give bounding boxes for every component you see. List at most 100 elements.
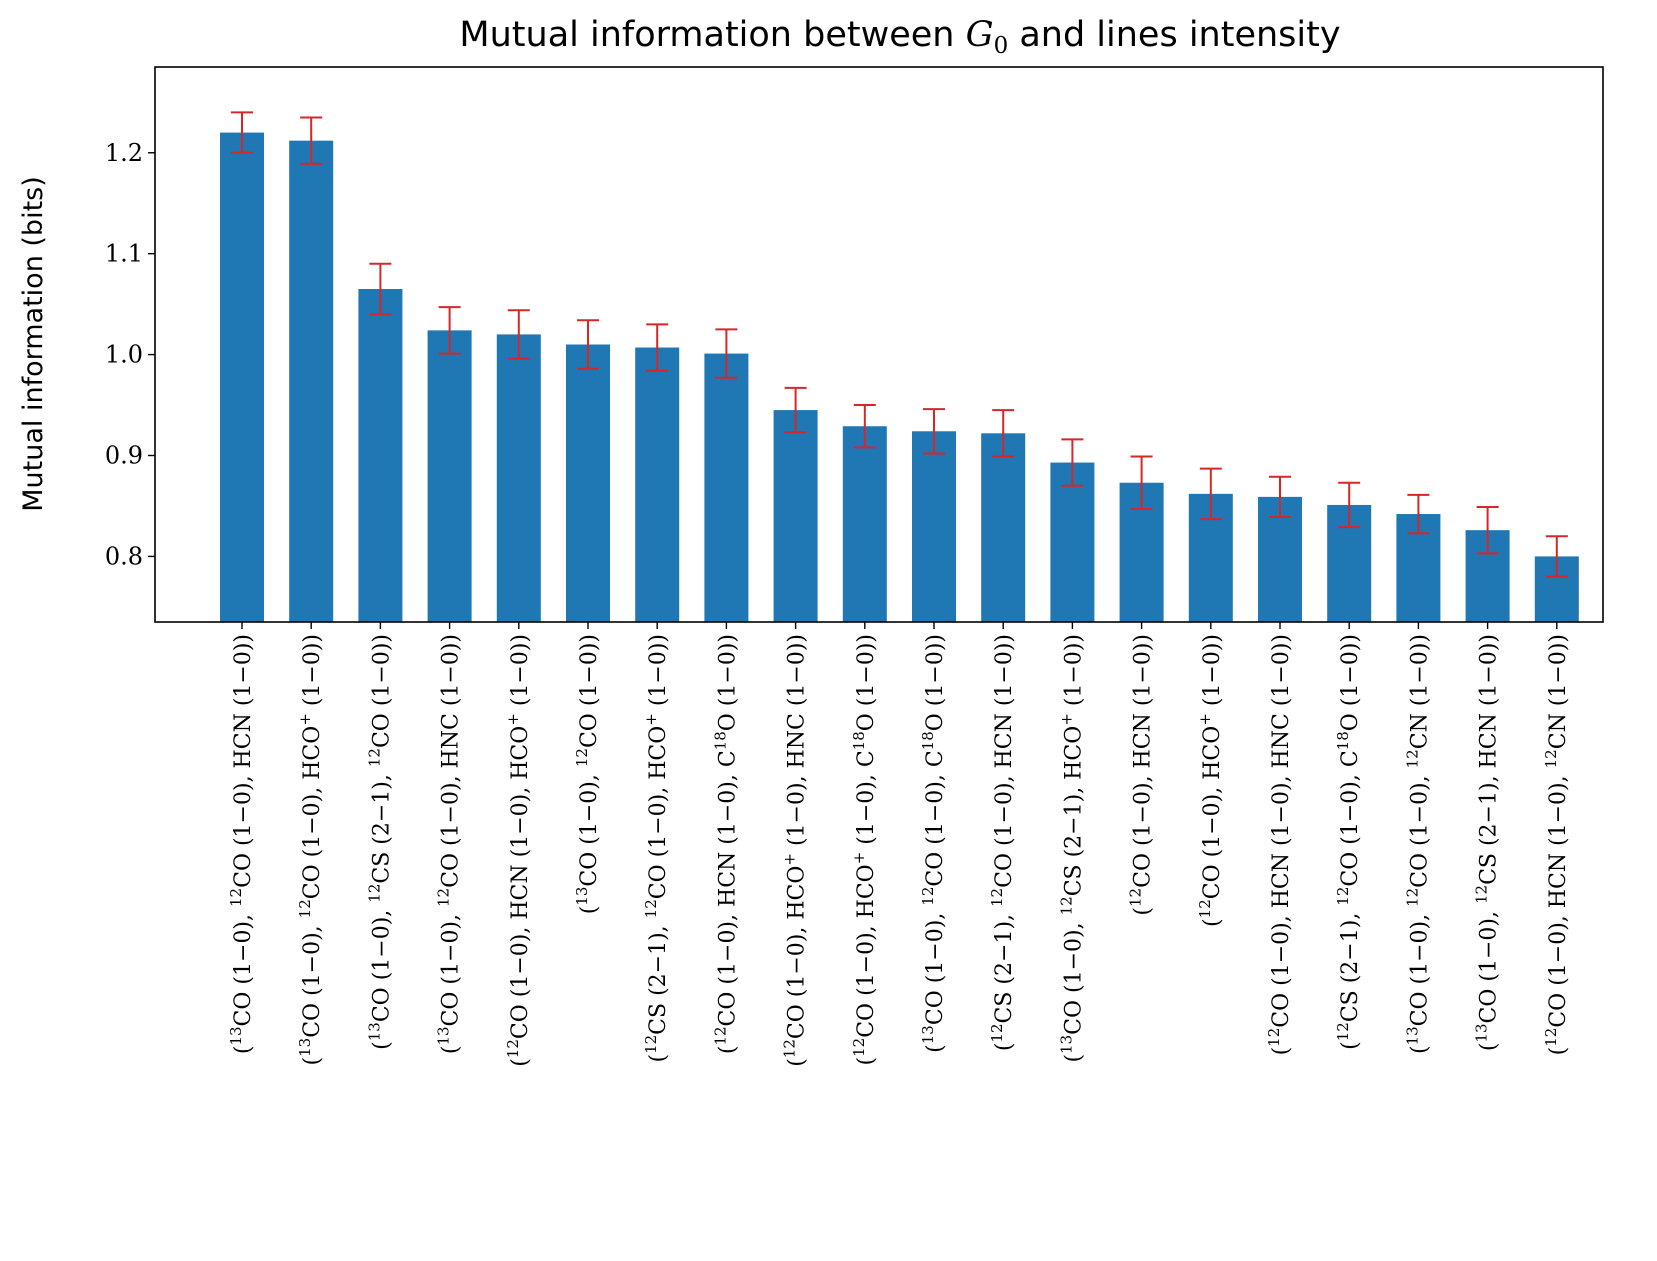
- bar: [1050, 462, 1095, 622]
- x-tick-label: (12CO (1−0), HCO+ (1−0)): [1196, 634, 1225, 927]
- x-tick-label: (12CO (1−0), HCO+ (1−0), HNC (1−0)): [781, 634, 810, 1067]
- x-tick-label: (13CO (1−0), 12CO (1−0)): [573, 634, 602, 914]
- x-tick-label-sup: 12: [1334, 887, 1352, 906]
- chart-title-var: G: [966, 15, 994, 55]
- x-tick-label-text: (1−0)): [1061, 634, 1086, 713]
- chart-title-pre: Mutual information between: [459, 15, 965, 55]
- x-tick-label-text: CO (1−0)): [369, 634, 394, 748]
- x-tick-label-sup: 12: [504, 1039, 522, 1058]
- x-tick-label-text: (: [1269, 1047, 1294, 1056]
- x-tick-label-sup: 13: [365, 1022, 383, 1041]
- error-bar: [923, 408, 945, 455]
- x-tick-label: (13CO (1−0), 12CS (2−1), HCN (1−0)): [1473, 634, 1502, 1051]
- y-tick-label: 0.8: [105, 542, 143, 570]
- x-tick-label-sup: 12: [1265, 1028, 1283, 1047]
- x-tick-label-text: O (1−0)): [715, 634, 740, 731]
- x-tick-label-text: CO (1−0),: [1477, 904, 1502, 1023]
- x-tick-label-sup: 12: [988, 1023, 1006, 1042]
- x-tick-label-text: (: [1407, 1045, 1432, 1054]
- x-tick-label-text: (: [785, 1058, 810, 1067]
- x-tick-label-text: CO (1−0), C: [1338, 750, 1363, 886]
- x-tick-label-text: (: [577, 906, 602, 915]
- x-tick-label-text: CS (2−1),: [992, 907, 1017, 1023]
- error-bar: [1338, 481, 1361, 529]
- x-tick-label-sup: 12: [1127, 888, 1145, 907]
- bar: [635, 347, 680, 622]
- x-tick-label-text: (: [508, 1058, 533, 1067]
- x-tick-label-text: CN (1−0)): [1546, 634, 1571, 749]
- error-bar: [646, 323, 669, 372]
- x-tick-label-text: CS (2−1),: [1338, 906, 1363, 1022]
- x-tick-label-sup: 13: [1403, 1026, 1421, 1045]
- x-tick-label-sup: 12: [1057, 896, 1075, 915]
- x-tick-label-text: O (1−0)): [854, 634, 879, 731]
- chart-title: Mutual information between G0 and lines …: [459, 15, 1340, 59]
- x-tick-label-text: (: [854, 1057, 879, 1066]
- x-tick-label-sup: 12: [573, 748, 591, 767]
- error-bar: [1545, 535, 1568, 578]
- error-bar: [715, 328, 738, 379]
- x-tick-label: (13CO (1−0), 12CO (1−0), HCN (1−0)): [227, 634, 256, 1054]
- x-tick-label: (12CO (1−0), HCN (1−0), 12CN (1−0)): [1542, 634, 1571, 1055]
- x-tick-label: (13CO (1−0), 12CS (2−1), 12CO (1−0)): [365, 634, 394, 1050]
- x-tick-label-sup: 12: [227, 888, 245, 907]
- x-tick-label-sup: 12: [1334, 1022, 1352, 1041]
- x-tick-label-text: CS (2−1),: [646, 918, 671, 1034]
- x-tick-label-text: CO (1−0),: [1407, 768, 1432, 887]
- y-tick-label: 1.1: [105, 240, 143, 268]
- x-tick-label-text: (: [1131, 907, 1156, 916]
- x-tick-label-sup: 13: [573, 887, 591, 906]
- chart-title-sub: 0: [994, 33, 1009, 59]
- x-tick-label-sup: 12: [781, 1039, 799, 1058]
- x-tick-label-sup: 18: [919, 731, 937, 750]
- x-tick-label: (13CO (1−0), 12CO (1−0), HCO+ (1−0)): [296, 634, 325, 1065]
- error-bar: [1061, 438, 1084, 487]
- x-tick-label-sup: 12: [988, 888, 1006, 907]
- x-tick-label-sup: 12: [642, 899, 660, 918]
- error-bar: [1476, 505, 1499, 555]
- x-tick-label: (13CO (1−0), 12CO (1−0), C18O (1−0)): [919, 634, 948, 1053]
- x-tick-label-sup: 12: [1473, 885, 1491, 904]
- x-tick-label-text: CO (1−0), HCO: [300, 726, 325, 900]
- x-tick-label-sup: 18: [711, 731, 729, 750]
- x-tick-label-text: CO (1−0), HCN (1−0), C: [715, 750, 740, 1026]
- y-tick-label: 1.2: [105, 139, 143, 167]
- x-tick-label-text: (: [1061, 1054, 1086, 1063]
- x-tick-label-text: CO (1−0),: [369, 903, 394, 1022]
- x-tick-label-sup: 12: [919, 887, 937, 906]
- x-tick-label: (12CO (1−0), HCN (1−0), C18O (1−0)): [711, 634, 740, 1054]
- error-bar: [992, 409, 1015, 458]
- x-tick-label-sup: 12: [1542, 1028, 1560, 1047]
- error-bar: [300, 116, 323, 165]
- x-tick-label-text: CO (1−0), HCN (1−0), HNC (1−0)): [1269, 634, 1294, 1028]
- x-tick-label-text: (: [439, 1046, 464, 1055]
- x-tick-label-sup: 13: [435, 1026, 453, 1045]
- error-bar: [1130, 455, 1153, 510]
- plot-area: 0.80.91.01.11.2(13CO (1−0), 12CO (1−0), …: [105, 66, 1604, 1067]
- x-tick-label-sup: 12: [365, 884, 383, 903]
- x-tick-label: (12CO (1−0), HCO+ (1−0), C18O (1−0)): [850, 634, 879, 1065]
- x-tick-label-text: CO (1−0),: [1407, 907, 1432, 1026]
- error-bar: [1269, 475, 1291, 519]
- x-tick-label-text: CO (1−0),: [231, 907, 256, 1026]
- x-tick-label-text: CO (1−0), HCN (1−0),: [1546, 768, 1571, 1027]
- x-tick-label-sup: 13: [1057, 1035, 1075, 1054]
- x-tick-label-text: CO (1−0), HCO: [646, 726, 671, 900]
- x-tick-label-sup: 18: [1334, 731, 1352, 750]
- x-tick-label-sup: 12: [435, 888, 453, 907]
- bar: [289, 140, 334, 622]
- x-tick-label-sup: +: [296, 713, 314, 726]
- x-tick-label: (12CS (2−1), 12CO (1−0), HCO+ (1−0)): [642, 634, 671, 1063]
- x-tick-label: (12CO (1−0), HCN (1−0), HCO+ (1−0)): [504, 634, 533, 1067]
- x-tick-label-sup: 12: [642, 1035, 660, 1054]
- bar: [912, 431, 956, 622]
- x-tick-label-text: CS (2−1),: [369, 767, 394, 883]
- bar: [704, 353, 749, 622]
- x-tick-label-text: (1−0)): [1200, 634, 1225, 713]
- x-tick-label-text: CO (1−0), HCN (1−0), HCO: [508, 726, 533, 1039]
- x-tick-label-sup: +: [642, 713, 660, 726]
- x-tick-label-text: (: [1546, 1047, 1571, 1056]
- error-bar: [784, 386, 807, 434]
- x-tick-label-text: CS (2−1), HCO: [1061, 726, 1086, 897]
- x-tick-label-sup: 12: [1542, 749, 1560, 768]
